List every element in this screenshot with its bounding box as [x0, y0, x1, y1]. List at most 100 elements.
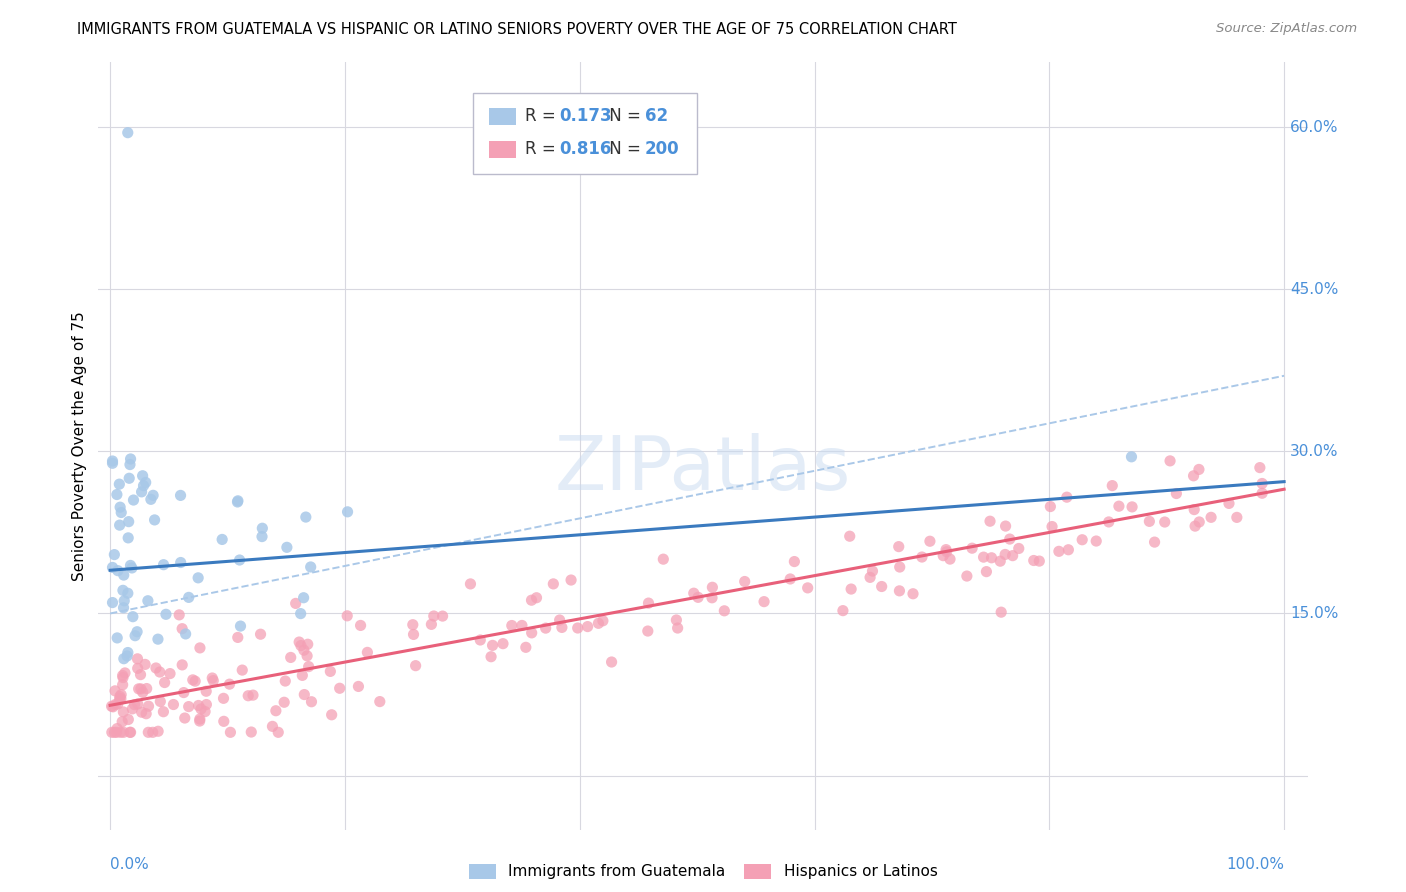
- Point: [988, 554, 1011, 568]
- Point: [136, 725, 159, 739]
- Text: 45.0%: 45.0%: [1289, 282, 1339, 297]
- Point: [779, 572, 801, 586]
- Point: [1085, 534, 1108, 549]
- Point: [131, 468, 153, 483]
- Point: [121, 702, 143, 716]
- Point: [998, 532, 1021, 546]
- Point: [560, 573, 582, 587]
- Point: [172, 622, 194, 636]
- Point: [111, 668, 134, 682]
- Point: [901, 587, 924, 601]
- Point: [402, 627, 425, 641]
- Point: [127, 697, 149, 711]
- Point: [226, 631, 249, 645]
- Point: [143, 513, 166, 527]
- Point: [105, 631, 128, 645]
- Point: [181, 673, 204, 687]
- Point: [110, 688, 132, 702]
- Point: [169, 488, 191, 502]
- Point: [479, 649, 502, 664]
- Point: [110, 691, 132, 706]
- Point: [219, 725, 242, 739]
- Point: [135, 706, 157, 721]
- Point: [291, 668, 314, 682]
- Point: [290, 607, 312, 621]
- Point: [120, 452, 142, 467]
- Point: [252, 521, 274, 535]
- Point: [174, 627, 197, 641]
- Point: [101, 454, 124, 468]
- Point: [990, 605, 1012, 619]
- Point: [127, 652, 149, 666]
- Point: [515, 640, 537, 655]
- Point: [665, 613, 688, 627]
- Point: [242, 688, 264, 702]
- Point: [1188, 462, 1211, 476]
- Point: [460, 577, 482, 591]
- Point: [108, 518, 131, 533]
- Point: [110, 725, 132, 739]
- Point: [107, 697, 129, 711]
- Point: [173, 685, 195, 699]
- Point: [567, 621, 589, 635]
- Point: [470, 632, 492, 647]
- Point: [501, 618, 523, 632]
- Point: [980, 550, 1002, 565]
- Text: 62: 62: [645, 107, 668, 125]
- Point: [1121, 500, 1143, 514]
- Point: [1056, 490, 1078, 504]
- Point: [1249, 460, 1271, 475]
- Point: [935, 542, 957, 557]
- Point: [887, 540, 910, 554]
- Point: [666, 621, 689, 635]
- Point: [100, 699, 122, 714]
- Point: [1226, 510, 1249, 524]
- Point: [112, 651, 135, 665]
- Point: [159, 666, 181, 681]
- Point: [1057, 542, 1080, 557]
- Point: [127, 661, 149, 675]
- FancyBboxPatch shape: [474, 93, 697, 174]
- Point: [702, 580, 724, 594]
- Point: [796, 581, 818, 595]
- Point: [526, 591, 548, 605]
- Point: [838, 529, 860, 543]
- Point: [172, 657, 194, 672]
- Point: [543, 577, 565, 591]
- Point: [935, 545, 957, 559]
- Point: [600, 655, 623, 669]
- Point: [1098, 515, 1121, 529]
- Point: [104, 698, 127, 712]
- Point: [120, 558, 142, 573]
- Point: [932, 549, 955, 563]
- Point: [177, 699, 200, 714]
- Point: [129, 681, 152, 696]
- Point: [112, 725, 135, 739]
- Point: [1022, 553, 1045, 567]
- Point: [402, 617, 425, 632]
- Text: 30.0%: 30.0%: [1289, 444, 1339, 458]
- Point: [127, 624, 149, 639]
- Point: [548, 613, 571, 627]
- Point: [870, 580, 893, 594]
- Text: 60.0%: 60.0%: [1289, 120, 1339, 135]
- Point: [115, 648, 138, 663]
- Point: [195, 698, 218, 712]
- Point: [592, 614, 614, 628]
- Point: [124, 629, 146, 643]
- Point: [249, 627, 271, 641]
- Point: [1137, 514, 1160, 528]
- Point: [177, 591, 200, 605]
- Point: [152, 705, 174, 719]
- Point: [131, 484, 153, 499]
- Point: [432, 609, 454, 624]
- Text: 0.816: 0.816: [560, 140, 612, 158]
- Point: [108, 691, 131, 706]
- Point: [956, 569, 979, 583]
- Point: [195, 684, 218, 698]
- Point: [111, 583, 134, 598]
- Point: [319, 665, 342, 679]
- Point: [121, 561, 143, 575]
- Point: [118, 471, 141, 485]
- Text: R =: R =: [526, 107, 561, 125]
